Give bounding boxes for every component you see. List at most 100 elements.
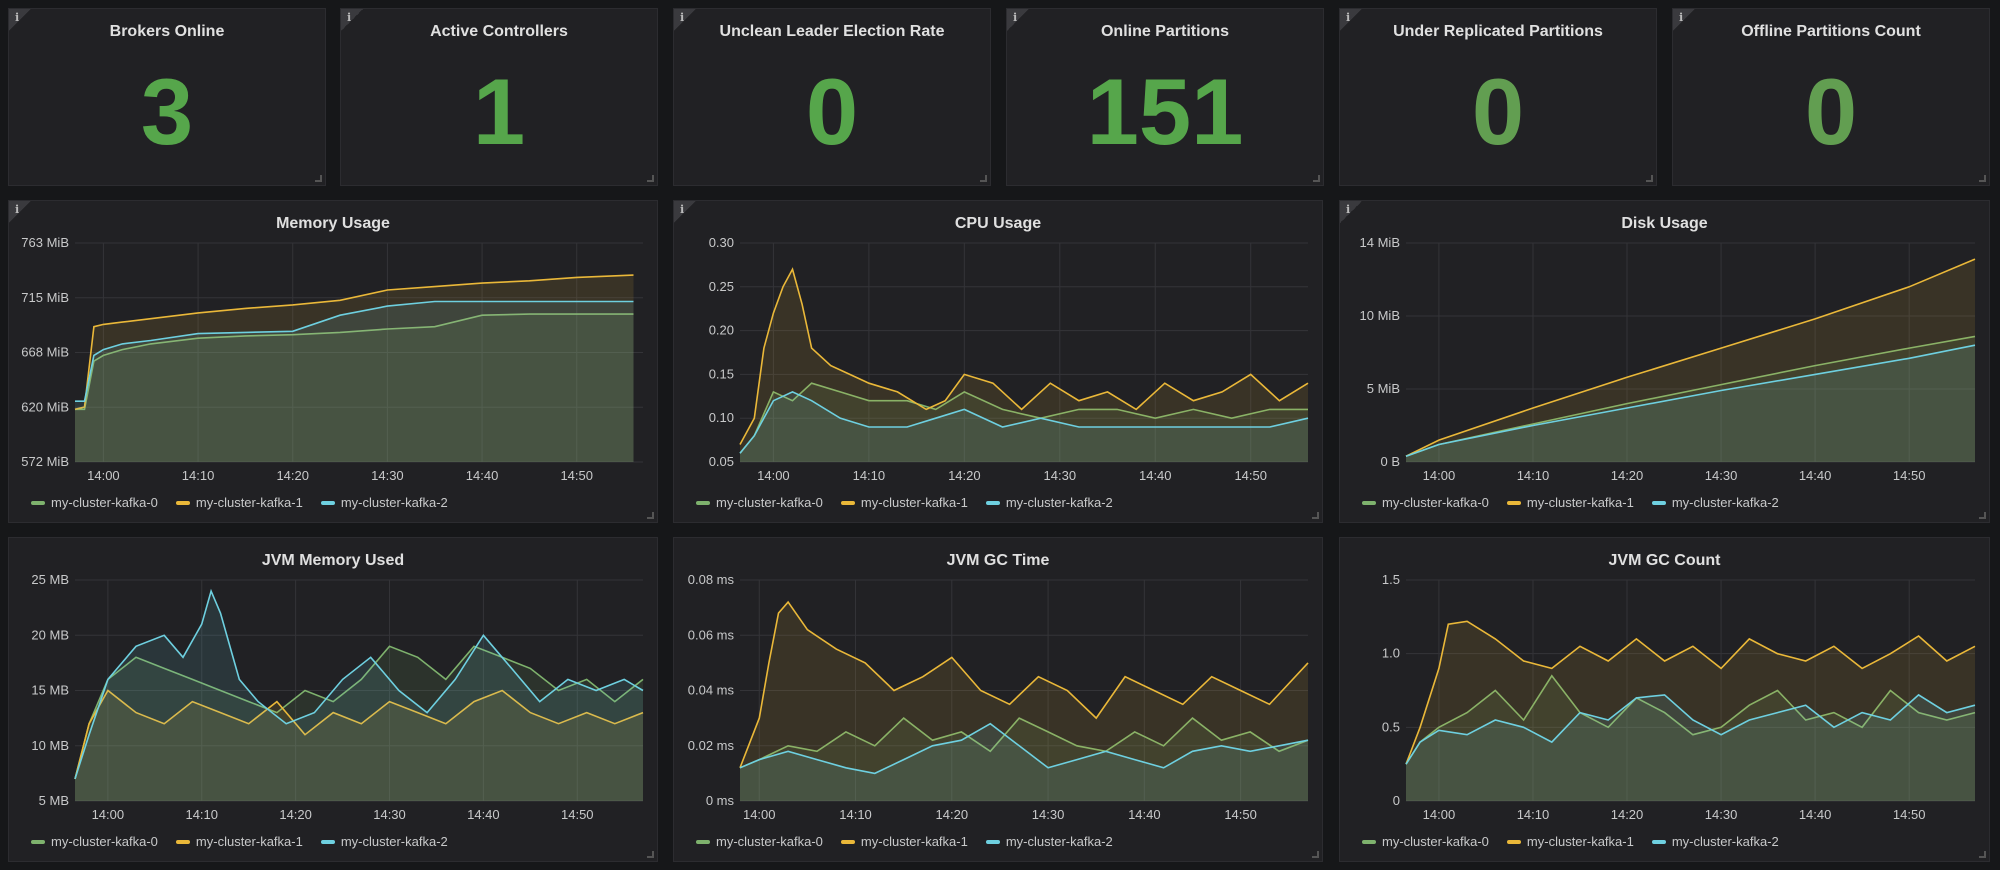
resize-handle-icon[interactable] — [1979, 851, 1986, 858]
legend: my-cluster-kafka-0 my-cluster-kafka-1 my-c… — [1362, 834, 1779, 849]
resize-handle-icon[interactable] — [1312, 851, 1319, 858]
series-line-my-cluster-kafka-1 — [1405, 258, 1976, 457]
legend-swatch — [1651, 500, 1666, 505]
graph-panel-memory-usage[interactable]: i Memory Usage 572 MiB 620 MiB 668 MiB 715 … — [8, 200, 658, 523]
info-icon[interactable]: i — [1007, 9, 1029, 31]
legend-swatch — [31, 500, 45, 505]
x-tick-label: 14:50 — [561, 807, 594, 822]
legend-item-my-cluster-kafka-1[interactable]: my-cluster-kafka-1 — [175, 495, 303, 510]
legend-item-my-cluster-kafka-1[interactable]: my-cluster-kafka-1 — [840, 495, 968, 510]
disk-usage-chart[interactable]: 0 B 5 MiB 10 MiB 14 MiB 14:00 14:10 14:20 14:30… — [1340, 201, 1991, 524]
y-tick-label: 1.5 — [1382, 572, 1400, 587]
info-icon[interactable]: i — [1340, 201, 1362, 223]
x-tick-label: 14:50 — [1224, 807, 1257, 822]
cpu-usage-chart[interactable]: 0.05 0.10 0.15 0.20 0.25 0.30 14:00 14:10 14:20 1… — [674, 201, 1324, 524]
info-icon[interactable]: i — [9, 201, 31, 223]
legend-item-my-cluster-kafka-1[interactable]: my-cluster-kafka-1 — [175, 834, 303, 849]
info-icon[interactable]: i — [9, 9, 31, 31]
graph-panel-cpu-usage[interactable]: i CPU Usage 0.05 0.10 0.15 0.20 0.25 0.30 14:0… — [673, 200, 1323, 523]
legend-item-my-cluster-kafka-2[interactable]: my-cluster-kafka-2 — [1651, 834, 1779, 849]
graph-panel-jvm-gc-time[interactable]: JVM GC Time 0 ms 0.02 ms 0.04 ms 0.06 ms 0.0… — [673, 537, 1323, 862]
x-tick-label: 14:30 — [1705, 468, 1738, 483]
resize-handle-icon[interactable] — [980, 175, 987, 182]
series-line-my-cluster-kafka-2 — [1405, 344, 1976, 457]
x-tick-label: 14:10 — [182, 468, 215, 483]
series-line-my-cluster-kafka-0 — [739, 382, 1308, 454]
resize-handle-icon[interactable] — [315, 175, 322, 182]
stat-panel-brokers-online[interactable]: i Brokers Online 3 — [8, 8, 326, 186]
y-tick-label: 0.04 ms — [688, 683, 735, 698]
series-line-my-cluster-kafka-1 — [739, 267, 1309, 445]
legend-swatch — [696, 500, 710, 505]
stat-panel-unclean-leader-election-rate[interactable]: i Unclean Leader Election Rate 0 — [673, 8, 991, 186]
series-line-my-cluster-kafka-2 — [1405, 693, 1976, 765]
memory-usage-chart[interactable]: 572 MiB 620 MiB 668 MiB 715 MiB 763 MiB 14:00… — [9, 201, 659, 524]
panel-title: Unclean Leader Election Rate — [719, 23, 945, 40]
x-tick-label: 14:20 — [276, 468, 309, 483]
graph-panel-disk-usage[interactable]: i Disk Usage 0 B 5 MiB 10 MiB 14 MiB 14:00 14… — [1339, 200, 1990, 523]
resize-handle-icon[interactable] — [647, 851, 654, 858]
legend-item-my-cluster-kafka-2[interactable]: my-cluster-kafka-2 — [1651, 495, 1779, 510]
info-icon[interactable]: i — [674, 201, 696, 223]
legend-label: my-cluster-kafka-0 — [1382, 834, 1489, 849]
resize-handle-icon[interactable] — [1313, 175, 1320, 182]
series-area-my-cluster-kafka-2 — [740, 391, 1308, 462]
jvm-memory-used-chart[interactable]: 5 MB 10 MB 15 MB 20 MB 25 MB 14:00 14:10 14:20 1… — [9, 538, 659, 863]
legend: my-cluster-kafka-0 my-cluster-kafka-1 my-c… — [31, 495, 448, 510]
stat-panel-active-controllers[interactable]: i Active Controllers 1 — [340, 8, 658, 186]
info-icon[interactable]: i — [341, 9, 363, 31]
legend-item-my-cluster-kafka-0[interactable]: my-cluster-kafka-0 — [1362, 495, 1489, 510]
resize-handle-icon[interactable] — [1979, 175, 1986, 182]
legend-item-my-cluster-kafka-2[interactable]: my-cluster-kafka-2 — [320, 495, 448, 510]
legend-item-my-cluster-kafka-1[interactable]: my-cluster-kafka-1 — [840, 834, 968, 849]
resize-handle-icon[interactable] — [1312, 512, 1319, 519]
panel-title: Disk Usage — [1621, 215, 1708, 232]
series-line-my-cluster-kafka-0 — [1405, 674, 1976, 765]
panel-title: Brokers Online — [109, 23, 225, 40]
y-tick-label: 15 MB — [31, 683, 69, 698]
x-tick-label: 14:00 — [1423, 807, 1456, 822]
series-area-my-cluster-kafka-2 — [1406, 694, 1975, 801]
legend-swatch — [1362, 839, 1376, 844]
stat-panel-online-partitions[interactable]: i Online Partitions 151 — [1006, 8, 1324, 186]
x-tick-label: 14:40 — [1799, 468, 1832, 483]
info-icon[interactable]: i — [1340, 9, 1362, 31]
graph-panel-jvm-gc-count[interactable]: JVM GC Count 0 0.5 1.0 1.5 14:00 14:10 14:20 14… — [1339, 537, 1990, 862]
x-tick-label: 14:50 — [560, 468, 593, 483]
legend-item-my-cluster-kafka-2[interactable]: my-cluster-kafka-2 — [320, 834, 448, 849]
legend-item-my-cluster-kafka-0[interactable]: my-cluster-kafka-0 — [31, 495, 158, 510]
x-tick-label: 14:20 — [936, 807, 969, 822]
legend-item-my-cluster-kafka-1[interactable]: my-cluster-kafka-1 — [1506, 834, 1634, 849]
legend-item-my-cluster-kafka-0[interactable]: my-cluster-kafka-0 — [696, 495, 823, 510]
legend-swatch — [31, 839, 45, 844]
legend-label: my-cluster-kafka-0 — [51, 495, 158, 510]
info-icon[interactable]: i — [674, 9, 696, 31]
resize-handle-icon[interactable] — [1646, 175, 1653, 182]
x-tick-label: 14:50 — [1893, 468, 1926, 483]
info-icon[interactable]: i — [1673, 9, 1695, 31]
legend-item-my-cluster-kafka-0[interactable]: my-cluster-kafka-0 — [31, 834, 158, 849]
x-tick-label: 14:50 — [1893, 807, 1926, 822]
stat-panel-under-replicated-partitions[interactable]: i Under Replicated Partitions 0 — [1339, 8, 1657, 186]
resize-handle-icon[interactable] — [647, 175, 654, 182]
x-tick-label: 14:00 — [757, 468, 790, 483]
graph-panel-jvm-memory-used[interactable]: JVM Memory Used 5 MB 10 MB 15 MB 20 MB 25 MB… — [8, 537, 658, 862]
legend-item-my-cluster-kafka-0[interactable]: my-cluster-kafka-0 — [696, 834, 823, 849]
y-tick-label: 20 MB — [31, 627, 69, 642]
legend-item-my-cluster-kafka-2[interactable]: my-cluster-kafka-2 — [985, 834, 1113, 849]
jvm-gc-count-chart[interactable]: 0 0.5 1.0 1.5 14:00 14:10 14:20 14:30 14:40 14:50 — [1340, 538, 1991, 863]
jvm-gc-time-chart[interactable]: 0 ms 0.02 ms 0.04 ms 0.06 ms 0.08 ms 14:00 14:… — [674, 538, 1324, 863]
legend-label: my-cluster-kafka-1 — [860, 834, 968, 849]
legend-item-my-cluster-kafka-1[interactable]: my-cluster-kafka-1 — [1506, 495, 1634, 510]
y-tick-label: 0 — [1393, 793, 1400, 808]
stat-panel-offline-partitions-count[interactable]: i Offline Partitions Count 0 — [1672, 8, 1990, 186]
x-tick-label: 14:00 — [92, 807, 125, 822]
resize-handle-icon[interactable] — [1979, 512, 1986, 519]
series-line-my-cluster-kafka-2 — [75, 300, 634, 402]
series-area-my-cluster-kafka-0 — [740, 718, 1308, 801]
x-tick-label: 14:40 — [1799, 807, 1832, 822]
legend-item-my-cluster-kafka-2[interactable]: my-cluster-kafka-2 — [985, 495, 1113, 510]
resize-handle-icon[interactable] — [647, 512, 654, 519]
x-tick-label: 14:20 — [279, 807, 312, 822]
legend-item-my-cluster-kafka-0[interactable]: my-cluster-kafka-0 — [1362, 834, 1489, 849]
